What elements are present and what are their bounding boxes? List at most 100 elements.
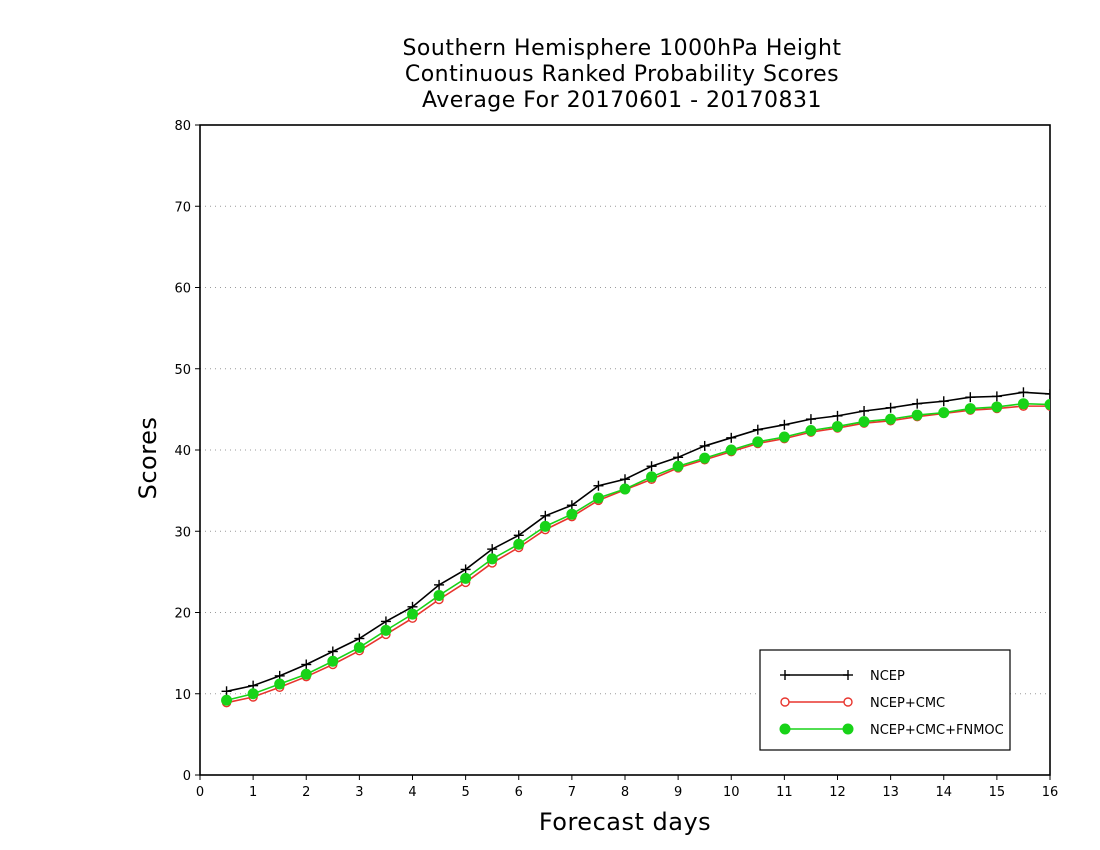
data-point xyxy=(699,452,711,464)
data-point xyxy=(301,659,312,670)
legend-marker xyxy=(843,697,853,707)
data-point xyxy=(327,646,338,657)
y-tick-label: 50 xyxy=(174,363,191,378)
x-tick-label: 6 xyxy=(515,785,523,800)
data-point xyxy=(832,410,843,421)
data-point xyxy=(247,688,259,700)
data-point xyxy=(221,686,232,697)
x-axis-label: Forecast days xyxy=(538,808,712,836)
x-tick-label: 0 xyxy=(196,785,204,800)
y-tick-label: 30 xyxy=(174,525,191,540)
data-point xyxy=(832,420,843,432)
legend-item: NCEP+CMC+FNMOC xyxy=(779,723,1004,738)
legend-marker xyxy=(842,723,854,735)
data-point xyxy=(1017,398,1029,410)
x-tick-label: 8 xyxy=(621,785,629,800)
y-tick-label: 20 xyxy=(174,607,191,622)
data-point xyxy=(487,544,498,555)
x-tick-label: 3 xyxy=(355,785,363,800)
x-tick-label: 1 xyxy=(249,785,257,800)
data-point xyxy=(513,530,524,541)
data-point xyxy=(380,616,391,627)
data-point xyxy=(673,452,684,463)
y-axis-label: Scores xyxy=(134,416,162,500)
y-tick-label: 60 xyxy=(174,282,191,297)
data-point xyxy=(460,572,472,584)
data-point xyxy=(434,579,445,590)
data-point xyxy=(779,419,790,430)
data-point xyxy=(221,694,233,706)
data-point xyxy=(300,668,312,680)
x-tick-label: 11 xyxy=(776,785,793,800)
data-point xyxy=(965,392,976,403)
y-tick-label: 0 xyxy=(183,769,191,784)
legend-marker xyxy=(843,670,853,680)
x-tick-label: 10 xyxy=(723,785,740,800)
data-point xyxy=(752,424,763,435)
y-tick-label: 40 xyxy=(174,444,191,459)
x-tick-label: 14 xyxy=(935,785,952,800)
data-point xyxy=(620,474,630,485)
data-point xyxy=(486,553,498,565)
data-point xyxy=(592,492,604,504)
legend-box xyxy=(759,649,1011,751)
data-point xyxy=(1018,387,1029,398)
data-point xyxy=(778,431,790,443)
data-point xyxy=(725,444,737,456)
data-point xyxy=(699,440,710,451)
series-ncep-cmc-fnmoc xyxy=(221,398,1050,706)
data-point xyxy=(911,409,923,421)
x-tick-label: 2 xyxy=(302,785,310,800)
series-ncep xyxy=(221,387,1050,697)
data-point xyxy=(327,655,339,667)
data-point xyxy=(885,402,896,413)
y-tick-label: 80 xyxy=(174,119,191,134)
legend-marker xyxy=(780,670,790,680)
data-point xyxy=(938,396,949,407)
chart-title-line-2: Continuous Ranked Probability Scores xyxy=(404,62,840,87)
data-point xyxy=(912,398,923,409)
data-point xyxy=(885,413,897,425)
data-point xyxy=(646,461,657,472)
chart-title-line-1: Southern Hemisphere 1000hPa Height xyxy=(402,36,842,61)
legend-marker xyxy=(780,697,790,707)
data-point xyxy=(752,436,764,448)
data-point xyxy=(991,391,1002,402)
legend: NCEP NCEP+CMC NCEP+CMC+FNMOC xyxy=(759,649,1011,751)
data-point xyxy=(858,416,870,428)
legend-item: NCEP xyxy=(780,669,905,684)
data-point xyxy=(859,406,870,416)
data-point xyxy=(354,633,365,644)
data-point xyxy=(805,425,817,436)
data-point xyxy=(460,564,471,575)
data-point xyxy=(726,432,737,443)
data-point xyxy=(593,480,604,491)
legend-label: NCEP+CMC+FNMOC xyxy=(870,723,1004,738)
data-point xyxy=(513,538,525,550)
data-point xyxy=(646,471,658,483)
legend-label: NCEP xyxy=(870,669,905,684)
y-tick-label: 70 xyxy=(174,200,191,215)
data-point xyxy=(805,414,816,425)
data-point xyxy=(433,589,445,601)
x-tick-label: 9 xyxy=(674,785,682,800)
data-point xyxy=(991,401,1003,413)
y-tick-label: 10 xyxy=(174,688,191,703)
x-tick-label: 12 xyxy=(829,785,846,800)
data-point xyxy=(672,460,684,472)
data-point xyxy=(1045,388,1050,399)
x-tick-label: 16 xyxy=(1042,785,1059,800)
x-tick-label: 7 xyxy=(568,785,576,800)
series-line xyxy=(226,391,1050,693)
data-point xyxy=(619,483,631,495)
data-point xyxy=(407,608,418,620)
data-point xyxy=(540,510,551,521)
legend-marker xyxy=(779,723,791,735)
legend-item: NCEP+CMC xyxy=(780,696,945,711)
data-point xyxy=(539,520,551,532)
data-point xyxy=(938,407,950,419)
data-point xyxy=(964,403,976,415)
data-point xyxy=(1044,399,1050,410)
x-tick-label: 13 xyxy=(882,785,899,800)
